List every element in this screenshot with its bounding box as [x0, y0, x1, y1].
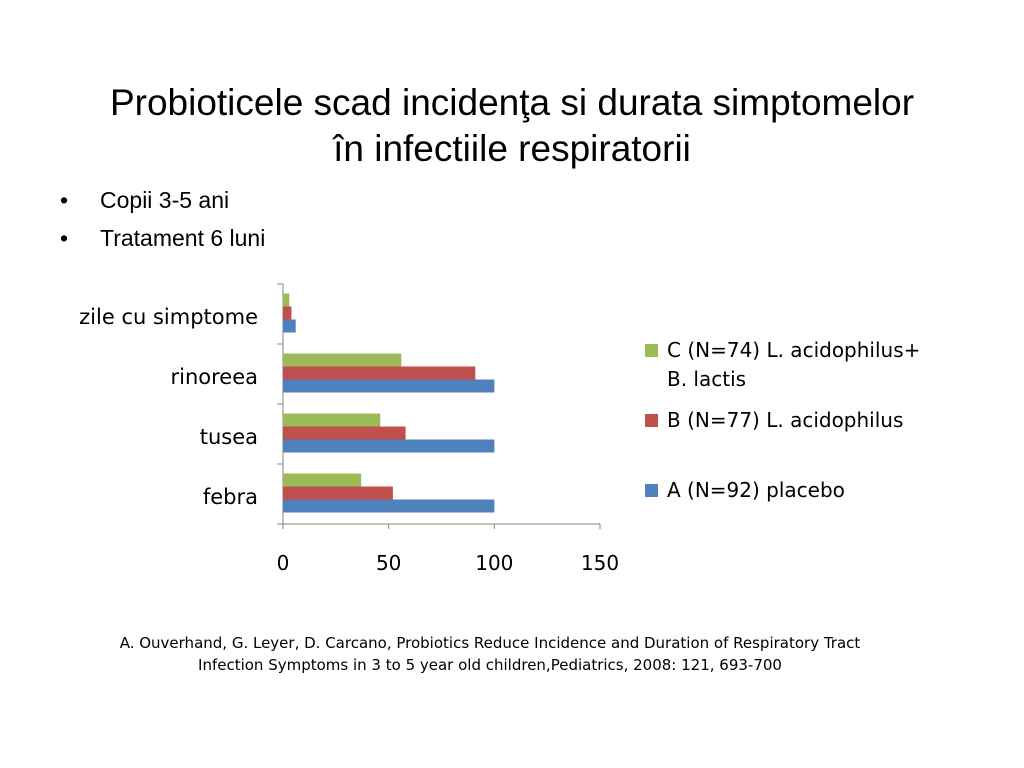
bullet-text: Tratament 6 luni	[100, 225, 266, 251]
bar	[283, 293, 290, 307]
bar	[283, 439, 495, 453]
bullet-dot: •	[60, 225, 69, 251]
bullet-text: Copii 3-5 ani	[100, 187, 230, 213]
citation: A. Ouverhand, G. Leyer, D. Carcano, Prob…	[60, 632, 920, 676]
legend-swatch	[645, 344, 658, 357]
slide-title: Probioticele scad incidenţa si durata si…	[40, 80, 984, 172]
legend-label: A (N=92) placebo	[667, 478, 845, 502]
title-line-1: Probioticele scad incidenţa si durata si…	[109, 82, 915, 123]
category-label: rinoreea	[170, 365, 258, 389]
legend-label: C (N=74) L. acidophilus+	[667, 338, 920, 362]
bar	[283, 499, 495, 513]
bullet-item: • Copii 3-5 ani	[60, 182, 265, 220]
bar	[283, 366, 476, 380]
citation-line-1: A. Ouverhand, G. Leyer, D. Carcano, Prob…	[119, 634, 861, 652]
x-tick-label: 50	[376, 551, 401, 575]
category-label: tusea	[200, 425, 258, 449]
bullet-list: • Copii 3-5 ani • Tratament 6 luni	[60, 182, 265, 258]
legend-swatch	[645, 414, 658, 427]
x-tick-label: 150	[581, 551, 619, 575]
legend-swatch	[645, 484, 658, 497]
x-tick-label: 0	[277, 551, 290, 575]
bar	[283, 473, 362, 487]
bar	[283, 413, 381, 427]
bullet-dot: •	[60, 187, 69, 213]
bar	[283, 319, 296, 333]
legend-label: B. lactis	[667, 367, 746, 391]
category-label: febra	[203, 485, 258, 509]
bar	[283, 379, 495, 393]
bar	[283, 486, 393, 500]
legend-label: B (N=77) L. acidophilus	[667, 408, 903, 432]
citation-line-2: Infection Symptoms in 3 to 5 year old ch…	[198, 656, 782, 674]
bar	[283, 353, 402, 367]
title-line-2: în infectiile respiratorii	[333, 128, 691, 169]
bar	[283, 306, 292, 320]
bar-chart: 0 50 100 150 zile cu simptome rinoreea tusea fe…	[79, 283, 920, 575]
x-tick-label: 100	[475, 551, 513, 575]
bullet-item: • Tratament 6 luni	[60, 220, 265, 258]
bar	[283, 426, 406, 440]
category-label: zile cu simptome	[79, 305, 258, 329]
